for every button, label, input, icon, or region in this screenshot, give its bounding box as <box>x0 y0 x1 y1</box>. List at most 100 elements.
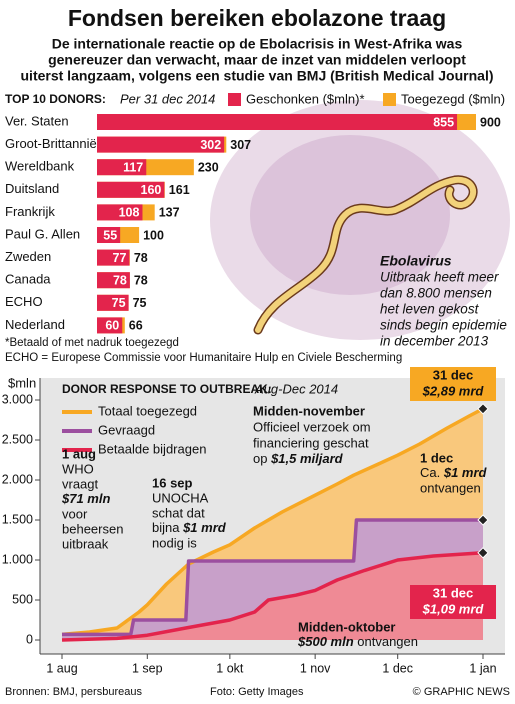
category-label: Groot-Brittannië <box>5 136 97 151</box>
annotation: 16 sep <box>152 475 193 490</box>
category-label: Zweden <box>5 249 51 264</box>
x-tick-label: 1 aug <box>46 661 77 675</box>
chart-subtitle: Aug-Dec 2014 <box>254 381 338 396</box>
annotation: op $1,5 miljard <box>253 451 344 466</box>
annotation: schat dat <box>152 505 205 520</box>
annotation: voor <box>62 506 88 521</box>
annotation-part: bijna <box>152 520 183 535</box>
value-label: 108 <box>119 206 140 220</box>
footnote: *Betaald of met nadruk toegezegd <box>5 337 179 349</box>
category-label: Canada <box>5 272 51 287</box>
value-label: 855 <box>433 115 454 129</box>
value-label: 78 <box>113 273 127 287</box>
end-marker <box>477 547 489 559</box>
area <box>62 552 483 640</box>
photo-credit: Foto: Getty Images <box>210 686 304 698</box>
legend-label: Geschonken ($mln)* <box>246 91 365 106</box>
callout-box <box>410 585 496 619</box>
value-label: 230 <box>198 160 219 174</box>
value-label: 302 <box>200 138 221 152</box>
value-label: 55 <box>103 228 117 242</box>
legend-swatch <box>383 93 396 106</box>
callout-amount: $1,09 mrd <box>422 601 485 616</box>
sources: Bronnen: BMJ, persbureaus <box>5 686 142 698</box>
y-tick-label: 0 <box>26 632 33 646</box>
category-label: Frankrijk <box>5 204 55 219</box>
y-tick-label: 2.000 <box>2 472 33 486</box>
y-tick-label: 3.000 <box>2 392 33 406</box>
annotation-part: $1 mrd <box>182 520 227 535</box>
y-tick-label: 1.500 <box>2 512 33 526</box>
annotation: financiering geschat <box>253 435 369 450</box>
chart-title: TOP 10 DONORS: <box>5 92 106 106</box>
annotation: $500 mln ontvangen <box>297 634 418 649</box>
footnote: ECHO = Europese Commissie voor Humanitai… <box>5 352 402 364</box>
callout-box <box>410 367 496 401</box>
line <box>62 518 483 637</box>
bar <box>97 114 458 130</box>
value-label: 307 <box>230 138 251 152</box>
value-label: 77 <box>113 251 127 265</box>
category-label: Paul G. Allen <box>5 226 80 241</box>
end-marker <box>477 514 489 526</box>
subtitle: uiterst langzaam, volgens een studie van… <box>21 68 494 84</box>
annotation-part: $71 mln <box>61 491 110 506</box>
category-label: ECHO <box>5 294 43 309</box>
caption-line: dan 8.800 mensen <box>380 286 492 301</box>
legend-swatch <box>228 93 241 106</box>
chart-subtitle: Per 31 dec 2014 <box>120 91 215 106</box>
legend-label: Totaal toegezegd <box>98 403 197 418</box>
bar <box>97 227 121 243</box>
annotation: 1 aug <box>62 446 96 461</box>
annotation: Midden-oktober <box>298 619 396 634</box>
value-label: 900 <box>480 115 501 129</box>
x-tick-label: 1 nov <box>300 661 331 675</box>
y-tick-label: 2.500 <box>2 432 33 446</box>
value-label: 60 <box>105 319 119 333</box>
annotation: uitbraak <box>62 536 109 551</box>
annotation: 1 dec <box>420 450 453 465</box>
value-label: 66 <box>129 319 143 333</box>
line <box>61 551 484 642</box>
bar <box>97 136 225 153</box>
annotation-part: ontvangen <box>354 634 418 649</box>
y-tick-label: 500 <box>12 592 33 606</box>
annotation-part: $1,5 miljard <box>270 451 344 466</box>
category-label: Duitsland <box>5 181 59 196</box>
value-label: 161 <box>169 183 190 197</box>
callout-amount: $2,89 mrd <box>422 383 485 398</box>
bar <box>97 181 165 198</box>
annotation: WHO <box>62 461 94 476</box>
legend-label: Betaalde bijdragen <box>98 441 206 456</box>
caption-title: Ebolavirus <box>380 253 452 269</box>
category-label: Nederland <box>5 317 65 332</box>
legend-label: Gevraagd <box>98 422 155 437</box>
value-label: 160 <box>141 183 162 197</box>
photo <box>210 100 510 340</box>
caption-line: Uitbraak heeft meer <box>380 270 499 285</box>
annotation: vraagt <box>62 476 99 491</box>
bar <box>97 317 123 334</box>
value-label: 78 <box>134 251 148 265</box>
value-label: 78 <box>134 273 148 287</box>
value-label: 117 <box>123 160 143 174</box>
callout-date: 31 dec <box>433 367 473 382</box>
annotation: beheersen <box>62 521 123 536</box>
x-tick-label: 1 jan <box>469 661 496 675</box>
value-label: 100 <box>143 228 164 242</box>
bar <box>97 204 143 221</box>
annotation-part: $500 mln <box>297 634 354 649</box>
y-tick-label: 1.000 <box>2 552 33 566</box>
end-marker <box>477 403 489 415</box>
subtitle: De internationale reactie op de Ebolacri… <box>52 36 463 52</box>
annotation-part: op <box>253 451 271 466</box>
annotation: nodig is <box>152 535 197 550</box>
annotation: Ca. $1 mrd <box>420 465 488 480</box>
caption-line: in december 2013 <box>380 334 489 349</box>
value-label: 75 <box>112 296 126 310</box>
category-label: Wereldbank <box>5 159 75 174</box>
x-tick-label: 1 sep <box>132 661 163 675</box>
annotation-part: Ca. <box>420 465 444 480</box>
bar <box>97 294 129 311</box>
